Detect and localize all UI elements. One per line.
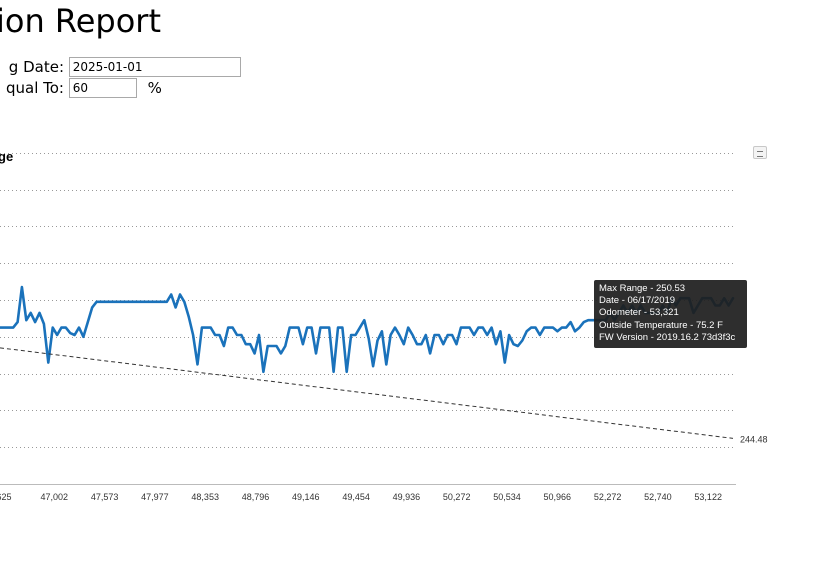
x-tick-label: 50,534 — [493, 492, 521, 502]
trend-line — [0, 347, 734, 439]
tooltip-line-fw-version: FW Version - 2019.16.2 73d3f3c — [599, 331, 736, 343]
x-tick-label: 625 — [0, 492, 12, 502]
x-tick-label: 49,936 — [393, 492, 421, 502]
x-tick-label: 48,796 — [242, 492, 270, 502]
x-tick-label: 52,272 — [594, 492, 622, 502]
chart-tooltip: Max Range - 250.53 Date - 06/17/2019 Odo… — [594, 280, 747, 348]
trend-end-label: 244.48 — [740, 434, 768, 444]
percent-input[interactable] — [68, 78, 137, 98]
menu-icon — [757, 151, 763, 157]
chart-title: ge — [0, 149, 14, 164]
x-tick-label: 50,966 — [544, 492, 572, 502]
x-tick-label: 52,740 — [644, 492, 672, 502]
percent-row: qual To: % — [0, 78, 162, 98]
tooltip-line-temperature: Outside Temperature - 75.2 F — [599, 319, 723, 331]
tooltip-line-date: Date - 06/17/2019 — [599, 295, 676, 307]
tooltip-line-odometer: Odometer - 53,321 — [599, 307, 679, 319]
percent-label: qual To: — [5, 78, 64, 97]
chart-menu-button[interactable] — [753, 146, 767, 159]
x-tick-label: 49,454 — [342, 492, 370, 502]
x-tick-label: 50,272 — [443, 492, 471, 502]
percent-unit: % — [147, 78, 162, 97]
x-tick-label: 47,977 — [141, 492, 169, 502]
x-tick-label: 48,353 — [191, 492, 219, 502]
x-tick-label: 49,146 — [292, 492, 320, 502]
date-row: g Date: — [0, 57, 241, 77]
date-input[interactable] — [68, 57, 241, 77]
x-tick-label: 47,002 — [41, 492, 69, 502]
x-tick-label: 53,122 — [694, 492, 722, 502]
date-label: g Date: — [8, 57, 64, 76]
page-title: ion Report — [0, 2, 161, 40]
x-tick-label: 47,573 — [91, 492, 119, 502]
tooltip-line-max-range: Max Range - 250.53 — [599, 283, 686, 294]
